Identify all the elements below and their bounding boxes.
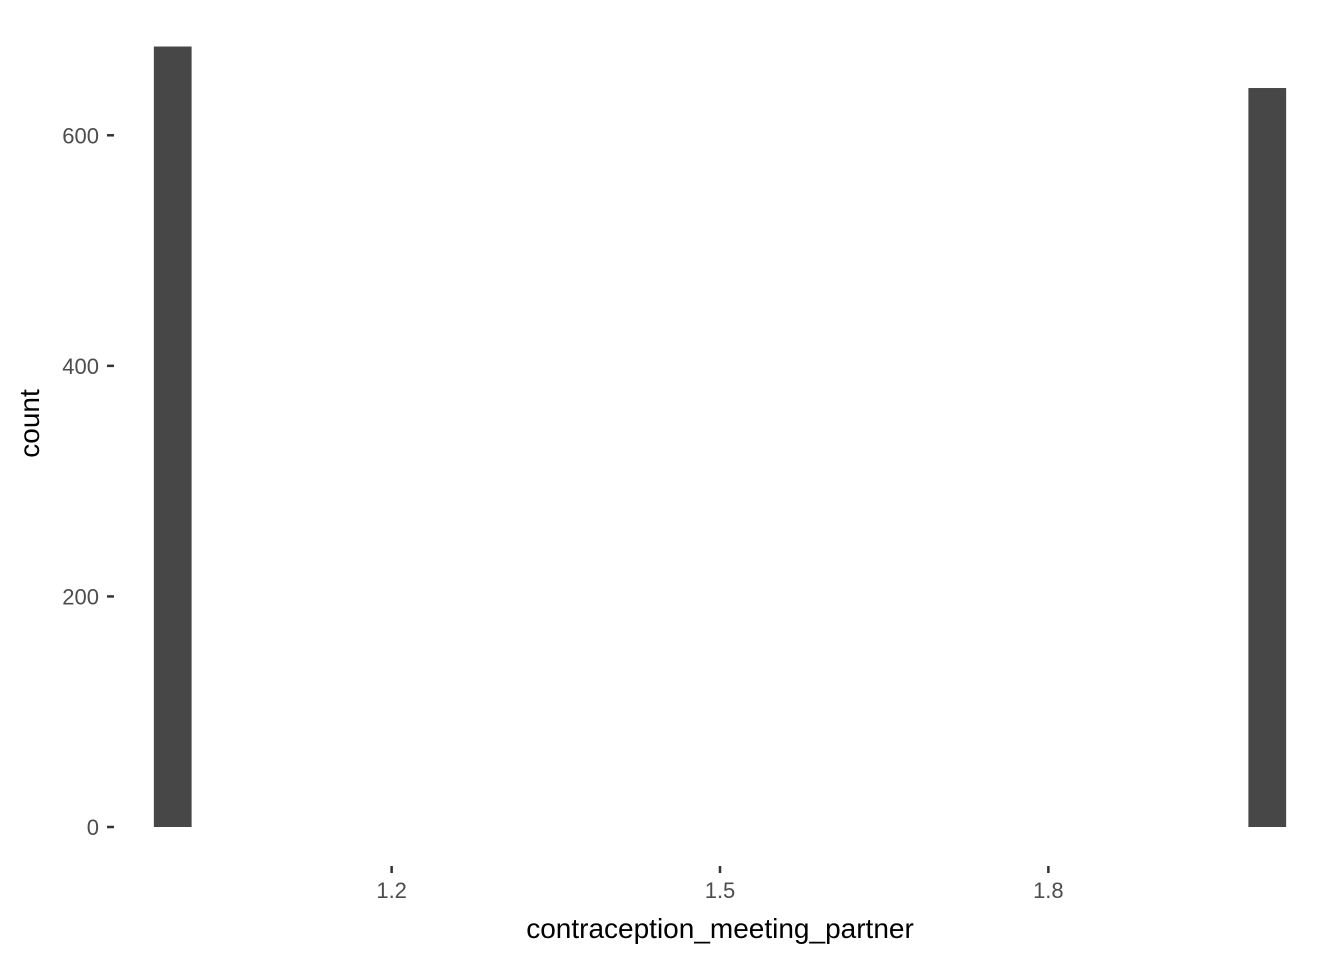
x-tick-label: 1.8	[1033, 878, 1064, 903]
y-tick-label: 0	[87, 815, 99, 840]
histogram-bar-1	[153, 46, 192, 828]
bars-group	[153, 46, 1287, 828]
y-tick-label: 400	[62, 354, 99, 379]
x-axis-title: contraception_meeting_partner	[526, 913, 914, 944]
y-tick-label: 200	[62, 584, 99, 609]
y-tick-label: 600	[62, 123, 99, 148]
x-axis: 1.2 1.5 1.8	[376, 866, 1064, 903]
histogram-bar-2	[1248, 88, 1287, 828]
y-axis: 0 200 400 600	[62, 123, 114, 840]
x-tick-label: 1.2	[376, 878, 407, 903]
x-tick-label: 1.5	[705, 878, 736, 903]
y-axis-title: count	[14, 389, 45, 458]
